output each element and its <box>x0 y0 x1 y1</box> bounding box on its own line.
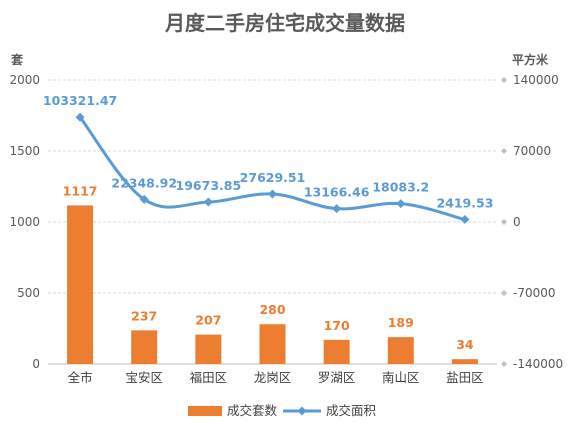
bar-value-label: 280 <box>259 302 285 317</box>
right-axis-tick-label: 140000 <box>513 73 559 87</box>
x-axis-category-label: 龙岗区 <box>254 370 292 385</box>
legend-label: 成交面积 <box>326 403 376 418</box>
chart-title: 月度二手房住宅成交量数据 <box>164 11 405 35</box>
right-axis-tick-marker <box>501 77 507 83</box>
bar-value-label: 237 <box>131 308 157 323</box>
gridlines <box>48 79 497 365</box>
x-axis-category-label: 宝安区 <box>125 370 163 385</box>
line-value-label: 103321.47 <box>43 93 117 108</box>
right-axis-tick-marker <box>501 148 507 154</box>
line-point-marker <box>75 112 85 122</box>
right-axis-tick-marker <box>501 219 507 225</box>
right-axis-tick-label: 0 <box>513 215 521 229</box>
left-axis-tick-label: 0 <box>32 357 40 371</box>
bar-value-label: 189 <box>388 315 414 330</box>
line-value-label: 2419.53 <box>436 196 493 211</box>
data-labels: 1117 237 207 280 170 189 34 103321.47 22348.9219… <box>43 93 493 352</box>
right-axis-tick-marker <box>501 361 507 367</box>
x-axis-category-label: 罗湖区 <box>318 370 356 385</box>
x-axis-category-label: 福田区 <box>190 370 228 385</box>
line-value-label: 27629.51 <box>240 170 306 185</box>
line-point-marker <box>396 199 406 209</box>
line-value-label: 18083.2 <box>372 180 429 195</box>
bar <box>323 339 350 364</box>
line-value-label: 13166.46 <box>304 185 370 200</box>
left-axis-tick-label: 1500 <box>9 144 40 158</box>
bar <box>195 334 222 364</box>
bar-value-label: 207 <box>195 313 221 328</box>
legend-bar-swatch <box>188 406 222 416</box>
bar-value-label: 170 <box>324 318 350 333</box>
right-axis-tick-label: -140000 <box>513 357 563 371</box>
right-axis-unit: 平方米 <box>512 52 549 67</box>
left-axis-unit: 套 <box>10 52 24 67</box>
line-point-marker <box>460 215 470 225</box>
bar <box>451 359 478 364</box>
line-point-marker <box>268 189 277 199</box>
axes: 0 -140000 500 -70000 1000 0 1500 70000 2000 14000… <box>9 73 563 385</box>
bar <box>67 205 94 364</box>
legend-label: 成交套数 <box>227 403 278 418</box>
legend-line-marker <box>297 406 307 416</box>
x-axis-category-label: 南山区 <box>382 370 420 385</box>
area-series-line <box>78 116 466 222</box>
line-point-marker <box>203 197 213 207</box>
right-axis-tick-marker <box>501 290 507 296</box>
x-axis-category-label: 全市 <box>68 370 93 385</box>
x-axis-category-label: 盐田区 <box>446 370 484 385</box>
legend: 成交套数 成交面积 <box>188 403 376 418</box>
bar-value-label: 34 <box>456 337 474 352</box>
left-axis-tick-label: 500 <box>17 286 40 300</box>
right-axis-tick-label: -70000 <box>513 286 556 300</box>
line-point-marker <box>139 194 149 204</box>
bar-value-label: 1117 <box>63 183 98 198</box>
bar <box>259 324 286 364</box>
left-axis-tick-label: 1000 <box>9 215 40 229</box>
right-axis-tick-label: 70000 <box>513 144 551 158</box>
line-series <box>75 112 470 225</box>
bar <box>387 337 414 364</box>
line-value-label: 19673.85 <box>176 178 242 193</box>
line-value-label: 22348.92 <box>111 175 177 190</box>
left-axis-tick-label: 2000 <box>9 73 40 87</box>
bar-series <box>67 205 478 364</box>
line-point-marker <box>332 204 342 214</box>
bar <box>131 330 158 364</box>
